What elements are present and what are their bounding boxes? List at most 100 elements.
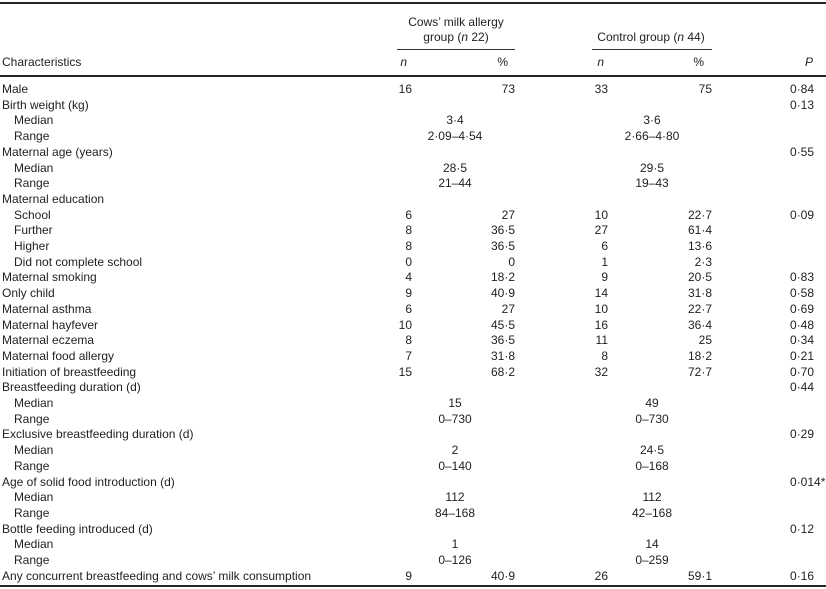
- control-percent-value: 22·7: [687, 301, 713, 316]
- cma-percent-value: [420, 98, 517, 114]
- p-column-header: P: [714, 50, 826, 77]
- cma-n-value: 8: [405, 333, 412, 348]
- p-value: 0·83: [790, 270, 815, 285]
- p-value: 0·014*: [790, 474, 826, 489]
- row-label: Maternal food allergy: [2, 348, 115, 363]
- cma-percent-value: 68·2: [490, 364, 515, 379]
- cma-percent-value: 36·5: [490, 239, 515, 254]
- group-header-cows-milk-allergy: Cows’ milk allergy group (n 22): [385, 3, 517, 50]
- row-label: Range: [14, 411, 50, 426]
- control-median-range-value: 2·66–4·80: [624, 129, 680, 144]
- row-label: Did not complete school: [14, 254, 143, 269]
- group-underline-cows-milk-allergy: [397, 49, 515, 50]
- table-row: Range 0–730 0–730: [0, 412, 826, 428]
- cma-n-value: 15: [398, 364, 412, 379]
- row-label: Median: [14, 490, 54, 505]
- p-value: [714, 443, 826, 459]
- p-value: 0·69: [790, 301, 815, 316]
- table-row: Median 1 14: [0, 537, 826, 553]
- table-row: Maternal smoking 4 18·2 9 20·5 0·83: [0, 270, 826, 286]
- row-label: Maternal age (years): [2, 144, 113, 159]
- cma-n-value: 4: [405, 270, 412, 285]
- p-value: [714, 412, 826, 428]
- control-percent-value: 25: [698, 333, 713, 348]
- p-value: [714, 490, 826, 506]
- table-row: Maternal education: [0, 192, 826, 208]
- cma-percent-value: 27: [501, 301, 515, 316]
- characteristics-column-header: Characteristics: [0, 50, 385, 77]
- row-label: Maternal asthma: [2, 301, 92, 316]
- p-value: [714, 239, 826, 255]
- control-percent-value: 13·6: [687, 239, 713, 254]
- cma-median-range-value: 2: [451, 443, 459, 458]
- cma-percent-value: [420, 192, 517, 208]
- cma-n-value: 8: [405, 239, 412, 254]
- table-row: School 6 27 10 22·7 0·09: [0, 208, 826, 224]
- cma-n-value: 16: [398, 82, 412, 96]
- p-value: 0·12: [790, 521, 815, 536]
- cma-n-value: [385, 380, 420, 396]
- row-label: Median: [14, 160, 54, 175]
- cma-percent-value: 40·9: [490, 568, 515, 583]
- cma-percent-value: [420, 427, 517, 443]
- n-column-header-cma: n: [385, 50, 420, 77]
- table-row: Initiation of breastfeeding 15 68·2 32 72·7 0…: [0, 365, 826, 381]
- row-label: Male: [2, 82, 29, 96]
- control-n-value: [517, 380, 612, 396]
- table-row: Any concurrent breastfeeding and cows’ m…: [0, 569, 826, 586]
- control-n-value: 9: [601, 270, 608, 285]
- row-label: Range: [14, 553, 50, 568]
- p-value: 0·13: [790, 97, 815, 112]
- p-value: 0·70: [790, 364, 815, 379]
- control-n-value: 8: [601, 348, 608, 363]
- control-n-value: [517, 475, 612, 491]
- table-row: Did not complete school 0 0 1 2·3: [0, 255, 826, 271]
- cma-percent-value: 31·8: [490, 348, 515, 363]
- row-label: Further: [14, 223, 53, 238]
- control-median-range-value: 29·5: [639, 160, 665, 175]
- row-label: Age of solid food introduction (d): [2, 474, 175, 489]
- table-row: Median 3·4 3·6: [0, 113, 826, 129]
- cma-percent-value: 73: [501, 82, 515, 96]
- cma-median-range-value: 1: [451, 537, 459, 552]
- p-value: [714, 553, 826, 569]
- p-value: [714, 537, 826, 553]
- p-value: 0·84: [790, 82, 815, 96]
- table-row: Maternal eczema 8 36·5 11 25 0·34: [0, 333, 826, 349]
- cma-percent-value: [420, 522, 517, 538]
- table-row: Birth weight (kg) 0·13: [0, 98, 826, 114]
- table-row: Only child 9 40·9 14 31·8 0·58: [0, 286, 826, 302]
- p-value: [714, 223, 826, 239]
- control-percent-value: 31·8: [687, 286, 713, 301]
- control-median-range-value: 0–259: [635, 553, 669, 568]
- table-row: Range 0–126 0–259: [0, 553, 826, 569]
- cma-n-value: 6: [405, 207, 412, 222]
- row-label: Any concurrent breastfeeding and cows’ m…: [2, 568, 312, 583]
- row-label: Median: [14, 443, 54, 458]
- cma-percent-value: [420, 380, 517, 396]
- p-value: 0·34: [790, 333, 815, 348]
- cma-median-range-value: 3·4: [446, 113, 464, 128]
- control-median-range-value: 0–168: [635, 458, 669, 473]
- control-median-range-value: 42–168: [631, 505, 673, 520]
- control-median-range-value: 19–43: [635, 176, 669, 191]
- table-row: Bottle feeding introduced (d) 0·12: [0, 522, 826, 538]
- row-label: Maternal eczema: [2, 333, 95, 348]
- row-label: Exclusive breastfeeding duration (d): [2, 427, 194, 442]
- table-row: Median 112 112: [0, 490, 826, 506]
- control-n-value: 11: [595, 333, 608, 348]
- row-label: Range: [14, 458, 50, 473]
- group-header-spacer-right: [714, 3, 826, 50]
- control-percent-value: 22·7: [687, 207, 713, 222]
- cma-median-range-value: 28·5: [442, 160, 468, 175]
- control-n-value: 14: [594, 286, 608, 301]
- p-value: [714, 176, 826, 192]
- control-median-range-value: 112: [642, 490, 662, 505]
- cma-percent-value: 27: [501, 207, 515, 222]
- cma-n-value: [385, 145, 420, 161]
- control-n-value: 32: [594, 364, 608, 379]
- row-label: Range: [14, 176, 50, 191]
- row-label: Maternal smoking: [2, 270, 97, 285]
- p-value: 0·21: [790, 348, 815, 363]
- cma-n-value: [385, 475, 420, 491]
